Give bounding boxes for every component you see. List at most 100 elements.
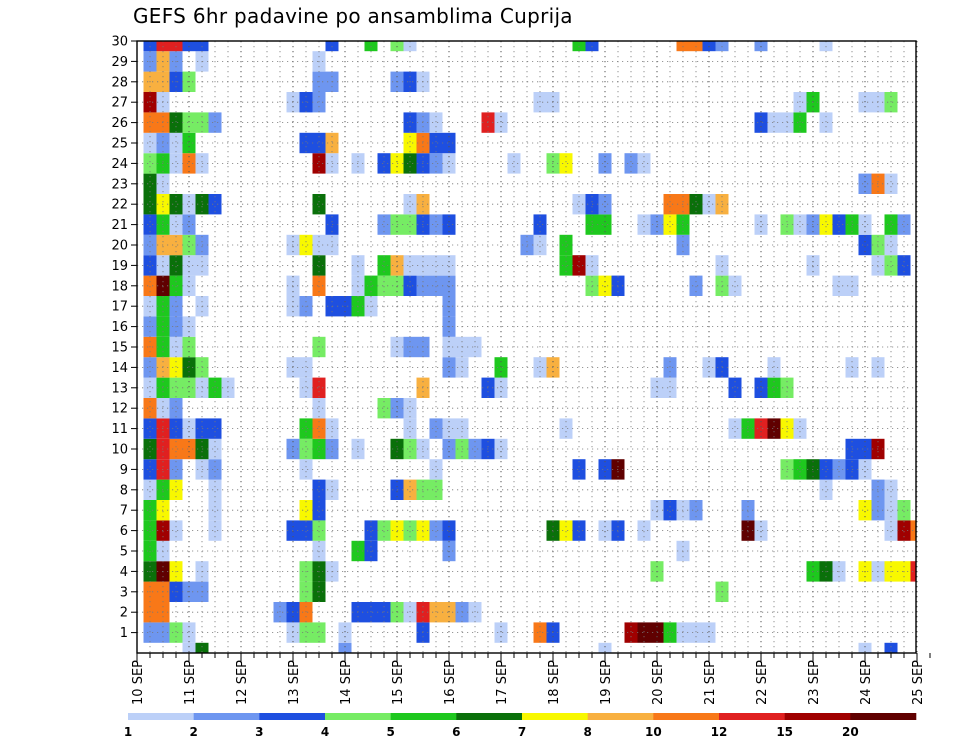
heatmap-cell — [442, 418, 456, 439]
x-tick-label: 20 SEP — [651, 660, 666, 705]
heatmap-cell — [312, 153, 326, 174]
heatmap-cell — [143, 357, 157, 378]
heatmap-cell — [364, 275, 378, 296]
heatmap-cell — [884, 173, 898, 194]
heatmap-cell — [663, 214, 677, 235]
colorbar-swatch — [522, 713, 588, 720]
heatmap-cell — [598, 214, 612, 235]
heatmap-cell — [143, 479, 157, 500]
heatmap-cell — [663, 377, 677, 398]
heatmap-cell — [832, 459, 846, 480]
heatmap-cell — [195, 642, 209, 653]
heatmap-cell — [884, 234, 898, 256]
heatmap-cell — [572, 194, 586, 215]
colorbar: 1 2 3 4 5 6 7 8 10 12 15 20 — [124, 713, 917, 739]
x-tick-label: 24 SEP — [859, 660, 874, 705]
heatmap-cell — [559, 255, 573, 276]
heatmap-cell — [169, 622, 183, 643]
heatmap-cell — [143, 377, 157, 398]
x-tick-label: 10 SEP — [131, 660, 146, 705]
heatmap-cell — [442, 520, 456, 541]
heatmap-cell — [858, 234, 872, 256]
heatmap-cell — [598, 194, 612, 215]
heatmap-cell — [182, 377, 196, 398]
heatmap-cell — [143, 459, 157, 480]
heatmap-cell — [338, 642, 352, 653]
heatmap-cell — [312, 622, 326, 643]
heatmap-cell — [494, 357, 508, 378]
heatmap-cells — [143, 41, 916, 653]
heatmap-cell — [494, 622, 508, 643]
heatmap-cell — [169, 153, 183, 174]
heatmap-cell — [702, 622, 716, 643]
heatmap-cell — [182, 132, 196, 154]
chart-title: GEFS 6hr padavine po ansamblima Cuprija — [133, 4, 573, 28]
heatmap-cell — [728, 377, 742, 398]
heatmap-cell — [767, 377, 781, 398]
heatmap-cell — [403, 194, 417, 215]
heatmap-cell — [884, 214, 898, 235]
heatmap-cell — [312, 500, 326, 521]
heatmap-cell — [884, 520, 898, 541]
heatmap-cell — [169, 438, 183, 460]
y-tick-label: 9 — [120, 463, 128, 478]
heatmap-cell — [663, 357, 677, 378]
heatmap-cell — [819, 214, 833, 235]
heatmap-cell — [169, 132, 183, 154]
heatmap-cell — [312, 438, 326, 460]
heatmap-cell — [169, 418, 183, 439]
heatmap-cell — [689, 500, 703, 521]
heatmap-cell — [442, 214, 456, 235]
heatmap-cell — [572, 520, 586, 541]
heatmap-cell — [377, 275, 391, 296]
heatmap-cell — [429, 255, 443, 276]
y-tick-label: 10 — [111, 443, 128, 458]
heatmap-cell — [442, 275, 456, 296]
heatmap-cell — [637, 153, 651, 174]
colorbar-label: 12 — [711, 725, 728, 739]
heatmap-cell — [299, 357, 313, 378]
heatmap-cell — [429, 214, 443, 235]
heatmap-cell — [689, 622, 703, 643]
heatmap-cell — [858, 173, 872, 194]
colorbar-swatch — [390, 713, 457, 720]
heatmap-cell — [559, 520, 573, 541]
heatmap-cell — [169, 357, 183, 378]
heatmap-cell — [429, 112, 443, 133]
heatmap-cell — [208, 438, 222, 460]
x-tick-label: 16 SEP — [443, 660, 458, 705]
heatmap-cell — [559, 234, 573, 256]
heatmap-cell — [143, 255, 157, 276]
heatmap-cell — [442, 132, 456, 154]
heatmap-cell — [624, 622, 638, 643]
heatmap-cell — [533, 622, 547, 643]
heatmap-cell — [312, 398, 326, 419]
heatmap-cell — [429, 275, 443, 296]
heatmap-cell — [429, 459, 443, 480]
heatmap-cell — [169, 459, 183, 480]
heatmap-cell — [169, 398, 183, 419]
heatmap-cell — [663, 194, 677, 215]
heatmap-cell — [182, 194, 196, 215]
y-tick-label: 22 — [111, 198, 128, 213]
heatmap-cell — [728, 418, 742, 439]
heatmap-cell — [143, 418, 157, 439]
heatmap-cell — [338, 622, 352, 643]
heatmap-cell — [143, 194, 157, 215]
x-tick-label: 17 SEP — [495, 660, 510, 705]
y-tick-label: 20 — [111, 239, 128, 254]
heatmap-cell — [312, 418, 326, 439]
heatmap-cell — [689, 194, 703, 215]
heatmap-cell — [208, 377, 222, 398]
heatmap-cell — [182, 418, 196, 439]
heatmap-cell — [312, 377, 326, 398]
heatmap-cell — [377, 153, 391, 174]
heatmap-cell — [169, 275, 183, 296]
heatmap-cell — [793, 112, 807, 133]
heatmap-cell — [182, 234, 196, 256]
heatmap-cell — [858, 214, 872, 235]
heatmap-cell — [403, 132, 417, 154]
y-tick-label: 21 — [111, 218, 128, 233]
y-tick-label: 24 — [111, 157, 128, 172]
colorbar-label: 7 — [518, 725, 526, 739]
